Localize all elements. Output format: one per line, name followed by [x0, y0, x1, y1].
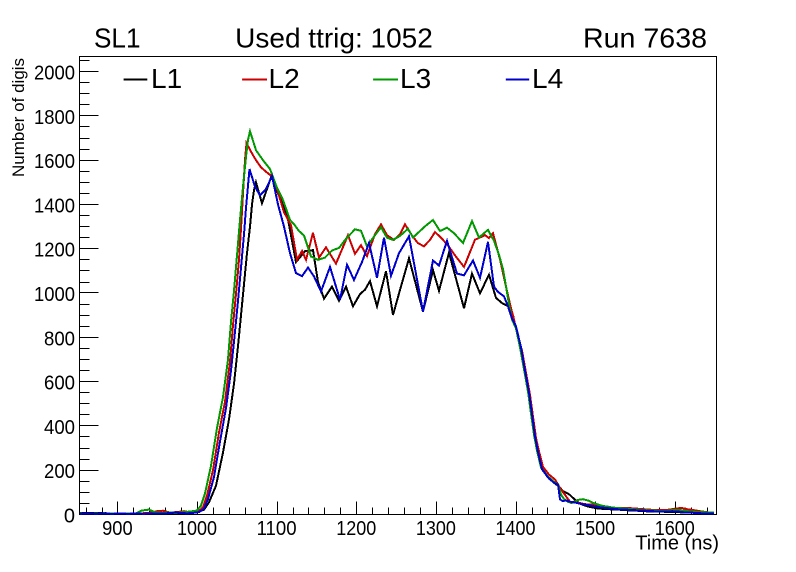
- svg-text:1400: 1400: [496, 518, 536, 540]
- svg-text:400: 400: [44, 417, 75, 439]
- svg-text:1600: 1600: [34, 151, 75, 173]
- svg-text:1600: 1600: [655, 518, 695, 540]
- svg-text:L3: L3: [400, 63, 431, 94]
- svg-text:L2: L2: [269, 63, 300, 94]
- svg-text:800: 800: [44, 328, 75, 350]
- svg-text:600: 600: [44, 373, 75, 395]
- svg-text:Used ttrig: 1052: Used ttrig: 1052: [235, 23, 433, 54]
- svg-text:L1: L1: [151, 63, 182, 94]
- svg-text:Time (ns): Time (ns): [635, 533, 719, 555]
- svg-text:Run 7638: Run 7638: [583, 23, 707, 54]
- svg-text:L4: L4: [532, 63, 563, 94]
- svg-text:1200: 1200: [34, 240, 75, 262]
- svg-text:1000: 1000: [34, 284, 75, 306]
- svg-text:1400: 1400: [34, 196, 75, 218]
- svg-text:1200: 1200: [336, 518, 376, 540]
- svg-text:1800: 1800: [34, 107, 75, 129]
- svg-text:900: 900: [102, 518, 133, 540]
- svg-text:200: 200: [44, 461, 75, 483]
- svg-text:0: 0: [64, 506, 75, 528]
- svg-text:Number of digis: Number of digis: [9, 58, 28, 177]
- svg-text:2000: 2000: [34, 63, 75, 85]
- svg-text:1500: 1500: [575, 518, 615, 540]
- svg-text:1300: 1300: [416, 518, 456, 540]
- svg-text:SL1: SL1: [94, 23, 141, 54]
- svg-text:1100: 1100: [257, 518, 297, 540]
- svg-text:1000: 1000: [177, 518, 217, 540]
